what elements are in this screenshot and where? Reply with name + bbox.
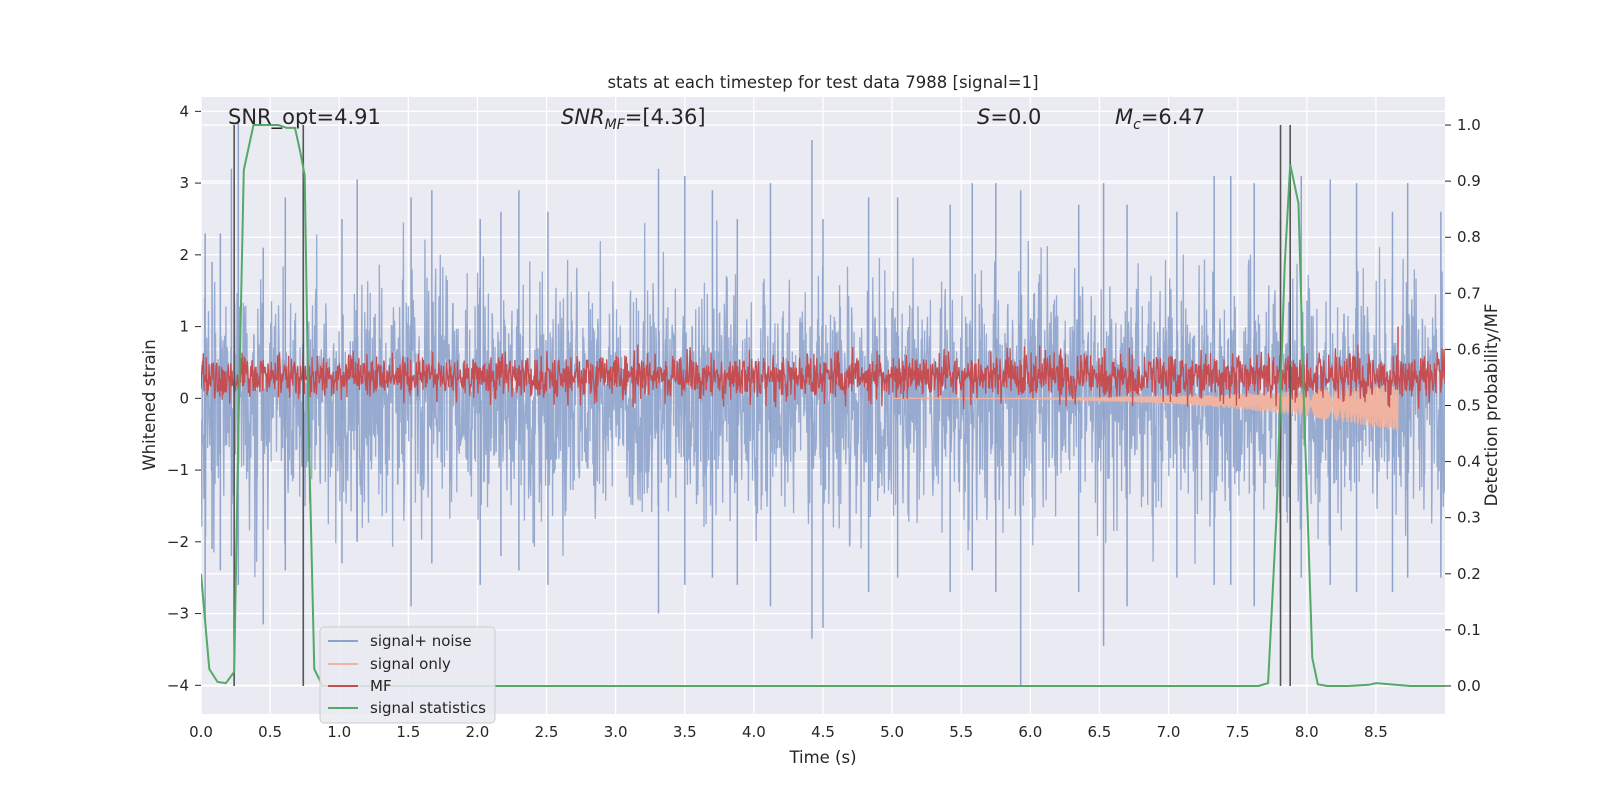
- snr-mf-annotation: SNRMF=[4.36]: [561, 105, 706, 133]
- x-tick-label: 6.5: [1088, 723, 1112, 741]
- legend-label-signal-noise: signal+ noise: [370, 632, 472, 650]
- y2-tick-label: 0.7: [1457, 284, 1481, 302]
- x-tick-label: 0.0: [189, 723, 213, 741]
- y-tick-label: 1: [179, 318, 189, 336]
- y-tick-label: 4: [179, 102, 189, 120]
- x-tick-label: 2.0: [466, 723, 490, 741]
- mf-series: [201, 326, 1445, 410]
- y2-tick-label: 0.9: [1457, 172, 1481, 190]
- snr-opt-annotation: SNR_opt=4.91: [228, 105, 381, 130]
- y-tick-label: −2: [167, 533, 189, 551]
- y2-tick-label: 0.8: [1457, 228, 1481, 246]
- x-tick-label: 8.0: [1295, 723, 1319, 741]
- y-axis-label: Whitened strain: [140, 339, 159, 470]
- x-tick-label: 1.5: [396, 723, 420, 741]
- x-tick-label: 4.5: [811, 723, 835, 741]
- x-tick-label: 1.0: [327, 723, 351, 741]
- y-tick-label: −1: [167, 461, 189, 479]
- x-tick-label: 8.5: [1364, 723, 1388, 741]
- x-tick-label: 7.0: [1157, 723, 1181, 741]
- y2-tick-label: 0.3: [1457, 509, 1481, 527]
- x-tick-label: 2.5: [535, 723, 559, 741]
- x-tick-labels: 0.0 0.5 1.0 1.5 2.0 2.5 3.0 3.5 4.0 4.5 5.0 5.5 6.0 6…: [189, 723, 1388, 741]
- x-tick-label: 3.5: [673, 723, 697, 741]
- y2-tick-label: 0.5: [1457, 397, 1481, 415]
- y2-axis-label: Detection probability/MF: [1482, 304, 1501, 507]
- y2-tick-label: 0.2: [1457, 565, 1481, 583]
- y2-tick-label: 0.1: [1457, 621, 1481, 639]
- y2-tick-label: 0.0: [1457, 677, 1481, 695]
- x-tick-label: 4.0: [742, 723, 766, 741]
- y-tick-labels: −4 −3 −2 −1 0 1 2 3 4: [167, 102, 201, 694]
- y-tick-label: 0: [179, 389, 189, 407]
- s-annotation: S=0.0: [977, 105, 1041, 129]
- legend-label-signal-statistics: signal statistics: [370, 699, 486, 717]
- x-tick-label: 6.0: [1018, 723, 1042, 741]
- legend-box: [319, 626, 496, 724]
- x-tick-label: 5.5: [949, 723, 973, 741]
- x-axis-label: Time (s): [788, 748, 856, 767]
- y-tick-label: −4: [167, 676, 189, 694]
- y2-tick-labels: 0.0 0.1 0.2 0.3 0.4 0.5 0.6 0.7 0.8 0.9 1.0: [1445, 116, 1481, 695]
- y2-tick-label: 0.4: [1457, 453, 1481, 471]
- y2-tick-label: 1.0: [1457, 116, 1481, 134]
- legend-label-mf: MF: [370, 677, 392, 695]
- x-tick-label: 7.5: [1226, 723, 1250, 741]
- signal-only-series: [892, 385, 1399, 430]
- chart-title: stats at each timestep for test data 798…: [607, 73, 1038, 92]
- x-tick-label: 5.0: [880, 723, 904, 741]
- mc-annotation: Mc=6.47: [1115, 105, 1205, 133]
- y-tick-label: 3: [179, 174, 189, 192]
- y-tick-label: 2: [179, 246, 189, 264]
- x-tick-label: 0.5: [258, 723, 282, 741]
- signal-only-line: [892, 385, 1399, 430]
- mf-line: [201, 344, 1445, 410]
- y2-tick-label: 0.6: [1457, 340, 1481, 358]
- x-tick-label: 3.0: [604, 723, 628, 741]
- plot-content: [201, 122, 1445, 687]
- legend-label-signal-only: signal only: [370, 655, 451, 673]
- legend: signal+ noise signal only MF signal stat…: [319, 626, 496, 724]
- y-tick-label: −3: [167, 605, 189, 623]
